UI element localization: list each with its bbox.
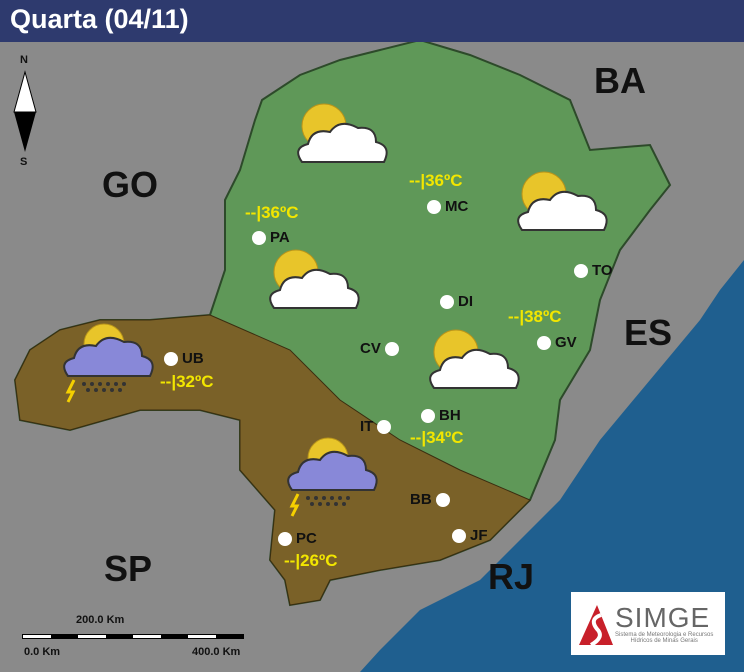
city-marker[interactable]: MC bbox=[427, 198, 468, 215]
page-title: Quarta (04/11) bbox=[0, 0, 744, 42]
temperature-label: --|32ºC bbox=[160, 372, 214, 391]
city-marker[interactable]: PA bbox=[252, 229, 290, 246]
region-south bbox=[14, 314, 531, 606]
city-marker[interactable]: PC bbox=[278, 530, 317, 547]
logo-subtitle: Sistema de Meteorologia e Recursos bbox=[615, 631, 714, 638]
city-marker[interactable]: GV bbox=[537, 334, 577, 351]
state-label: SP bbox=[104, 548, 153, 589]
city-marker[interactable]: BB bbox=[410, 491, 450, 508]
city-marker[interactable]: IT bbox=[360, 418, 392, 435]
state-label: RJ bbox=[488, 556, 535, 597]
logo-name: SIMGE bbox=[615, 601, 711, 633]
city-marker[interactable]: JF bbox=[452, 527, 488, 544]
scale-bar bbox=[22, 634, 244, 639]
state-label: ES bbox=[624, 312, 673, 353]
simge-logo-icon bbox=[579, 604, 613, 647]
city-marker[interactable]: TO bbox=[574, 262, 613, 279]
temperature-label: --|26ºC bbox=[284, 551, 338, 570]
scale-end-label: 400.0 Km bbox=[192, 646, 241, 658]
scale-start-label: 0.0 Km bbox=[24, 646, 61, 658]
ocean bbox=[360, 260, 744, 672]
city-marker[interactable]: CV bbox=[360, 340, 399, 357]
city-marker[interactable]: DI bbox=[440, 293, 473, 310]
temperature-label: --|36ºC bbox=[409, 171, 463, 190]
compass-south: S bbox=[20, 156, 28, 168]
temperature-label: --|38ºC bbox=[508, 307, 562, 326]
simge-logo: SIMGE Sistema de Meteorologia e Recursos… bbox=[571, 592, 725, 655]
city-marker[interactable]: UB bbox=[164, 350, 204, 367]
state-label: BA bbox=[594, 60, 646, 101]
temperature-label: --|36ºC bbox=[245, 203, 299, 222]
logo-subtitle: Hídricos de Minas Gerais bbox=[630, 637, 698, 644]
temperature-label: --|34ºC bbox=[410, 428, 464, 447]
state-label: GO bbox=[102, 164, 159, 205]
city-marker[interactable]: BH bbox=[421, 407, 461, 424]
compass-icon bbox=[13, 70, 37, 152]
scale-mid-label: 200.0 Km bbox=[76, 614, 125, 626]
compass-north: N bbox=[20, 54, 28, 66]
